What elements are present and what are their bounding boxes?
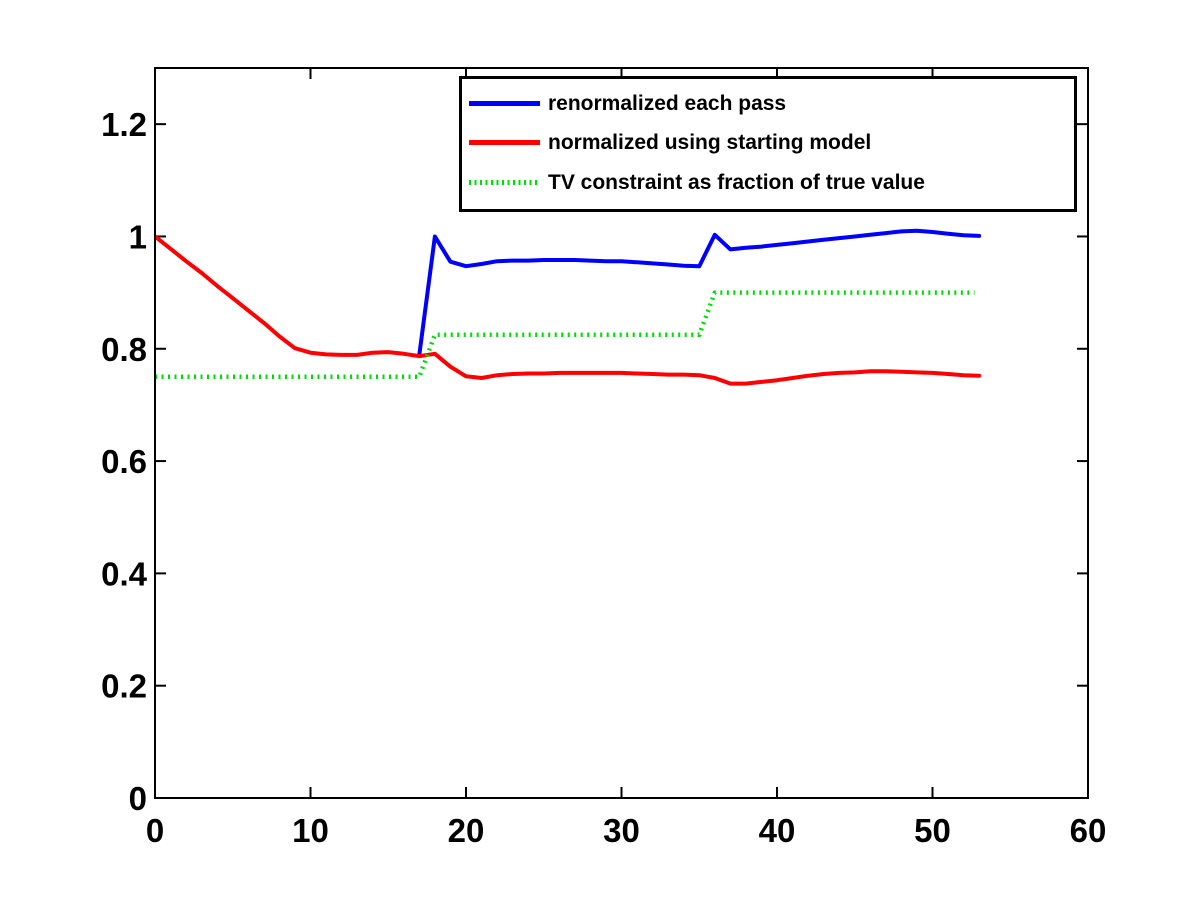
x-tick-label: 30 [603,812,640,849]
y-tick-label: 0.6 [101,443,147,480]
legend-entry-normalized: normalized using starting model [469,123,1070,162]
y-tick-label: 0.4 [101,555,148,592]
legend-label-normalized: normalized using starting model [548,131,872,155]
legend: renormalized each pass normalized using … [459,76,1077,212]
y-tick-label: 0.8 [101,331,147,368]
legend-entry-renormalized: renormalized each pass [469,84,1070,123]
legend-label-tv-constraint: TV constraint as fraction of true value [548,170,925,194]
series-line-renormalized [417,228,982,357]
x-tick-label: 60 [1070,812,1107,849]
x-tick-label: 50 [914,812,951,849]
y-tick-label: 0 [129,780,147,817]
legend-line-sample-red [469,140,540,146]
legend-line-sample-blue [469,101,540,107]
x-tick-label: 20 [448,812,485,849]
legend-label-renormalized: renormalized each pass [548,92,787,116]
plot-border [154,67,1089,799]
y-tick-label: 0.2 [101,668,147,705]
y-tick-label: 1.2 [101,106,147,143]
x-tick-label: 10 [292,812,329,849]
y-tick-label: 1 [129,218,147,255]
legend-line-sample-green-dotted [469,179,540,185]
x-tick-label: 40 [759,812,796,849]
series-line-normalized [155,234,982,386]
x-tick-label: 0 [146,812,164,849]
legend-entry-tv-constraint: TV constraint as fraction of true value [469,163,1070,202]
